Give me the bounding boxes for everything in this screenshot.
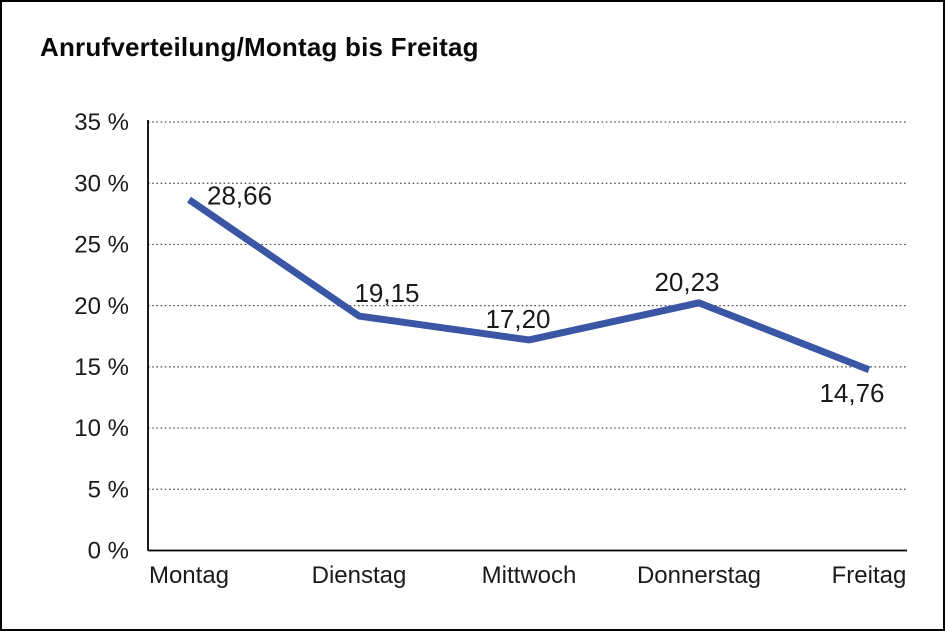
x-axis-label: Mittwoch — [482, 562, 577, 589]
y-axis-tick-label: 35 % — [74, 109, 129, 136]
data-label: 14,76 — [819, 378, 884, 408]
y-axis-tick-label: 5 % — [88, 476, 129, 503]
y-axis-tick-label: 20 % — [74, 293, 129, 320]
y-axis-tick-label: 0 % — [88, 538, 129, 565]
data-label: 19,15 — [354, 278, 419, 308]
y-axis-tick-label: 30 % — [74, 170, 129, 197]
y-axis-tick-label: 10 % — [74, 415, 129, 442]
data-label: 20,23 — [654, 267, 719, 297]
chart-title: Anrufverteilung/Montag bis Freitag — [40, 32, 479, 62]
data-label: 17,20 — [485, 304, 550, 334]
x-axis-label: Dienstag — [312, 562, 407, 589]
data-label: 28,66 — [207, 181, 272, 211]
y-axis-tick-label: 15 % — [74, 354, 129, 381]
y-axis-tick-label: 25 % — [74, 232, 129, 259]
x-axis-label: Freitag — [832, 562, 907, 589]
x-axis-label: Montag — [149, 562, 229, 589]
series-line — [187, 196, 871, 374]
x-axis-label: Donnerstag — [637, 562, 761, 589]
